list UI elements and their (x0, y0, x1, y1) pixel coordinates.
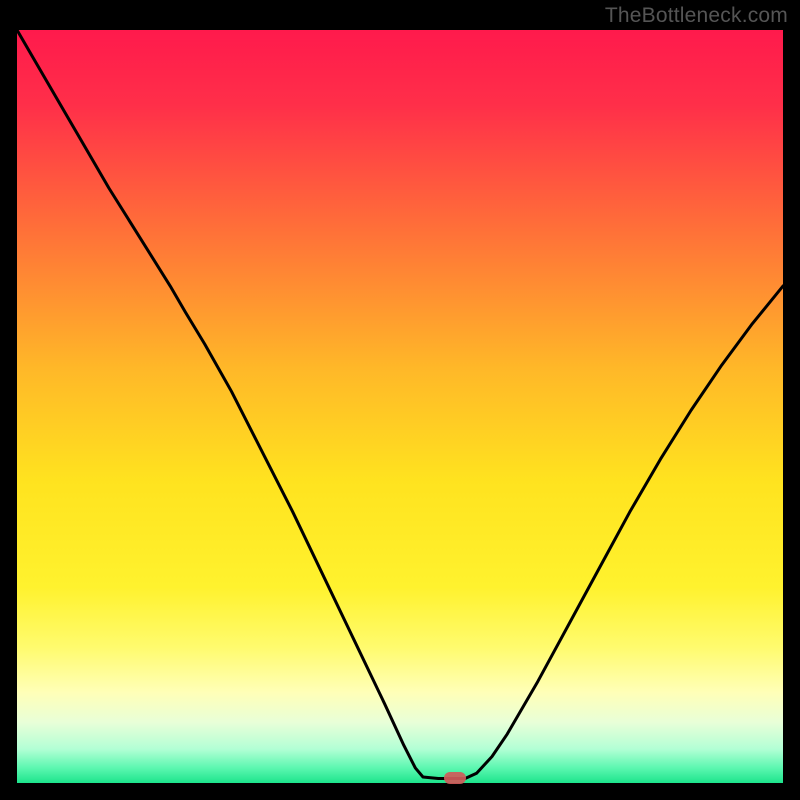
minimum-marker (444, 772, 466, 784)
bottleneck-curve (17, 30, 783, 783)
bottleneck-chart: TheBottleneck.com (0, 0, 800, 800)
curve-path (17, 30, 783, 778)
plot-area (17, 30, 783, 783)
watermark-text: TheBottleneck.com (605, 4, 788, 28)
